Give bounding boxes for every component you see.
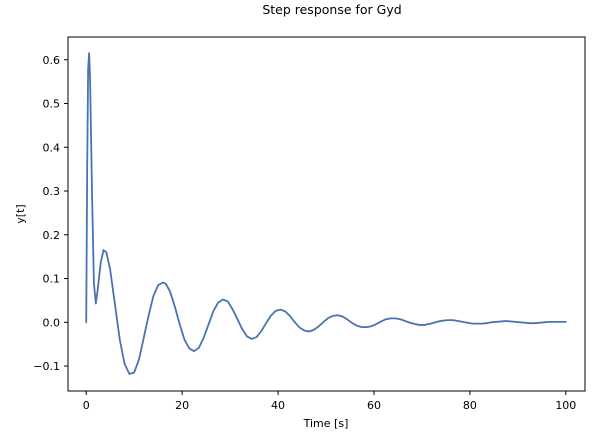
x-tick-label: 0 bbox=[83, 399, 90, 412]
y-tick-label: 0.3 bbox=[43, 185, 61, 198]
y-axis-ticks: −0.1 0.0 0.1 0.2 0.3 0.4 0.5 0.6 bbox=[33, 54, 68, 373]
y-tick-label: 0.4 bbox=[43, 141, 61, 154]
y-tick-label: 0.6 bbox=[43, 54, 61, 67]
chart-title: Step response for Gyd bbox=[262, 2, 401, 17]
y-tick-label: −0.1 bbox=[33, 360, 60, 373]
x-tick-label: 40 bbox=[271, 399, 285, 412]
y-tick-label: 0.0 bbox=[43, 316, 61, 329]
series-line bbox=[85, 52, 567, 375]
x-tick-label: 60 bbox=[367, 399, 381, 412]
x-tick-label: 20 bbox=[175, 399, 189, 412]
x-tick-label: 80 bbox=[463, 399, 477, 412]
x-axis-label: Time [s] bbox=[303, 417, 349, 430]
x-axis-ticks: 0 20 40 60 80 100 bbox=[83, 391, 576, 412]
y-tick-label: 0.5 bbox=[43, 98, 61, 111]
y-axis-label: y[t] bbox=[14, 204, 27, 223]
series-layer bbox=[85, 52, 567, 375]
plot-area bbox=[67, 36, 586, 392]
y-tick-label: 0.1 bbox=[43, 273, 61, 286]
y-tick-label: 0.2 bbox=[43, 229, 61, 242]
x-tick-label: 100 bbox=[555, 399, 576, 412]
